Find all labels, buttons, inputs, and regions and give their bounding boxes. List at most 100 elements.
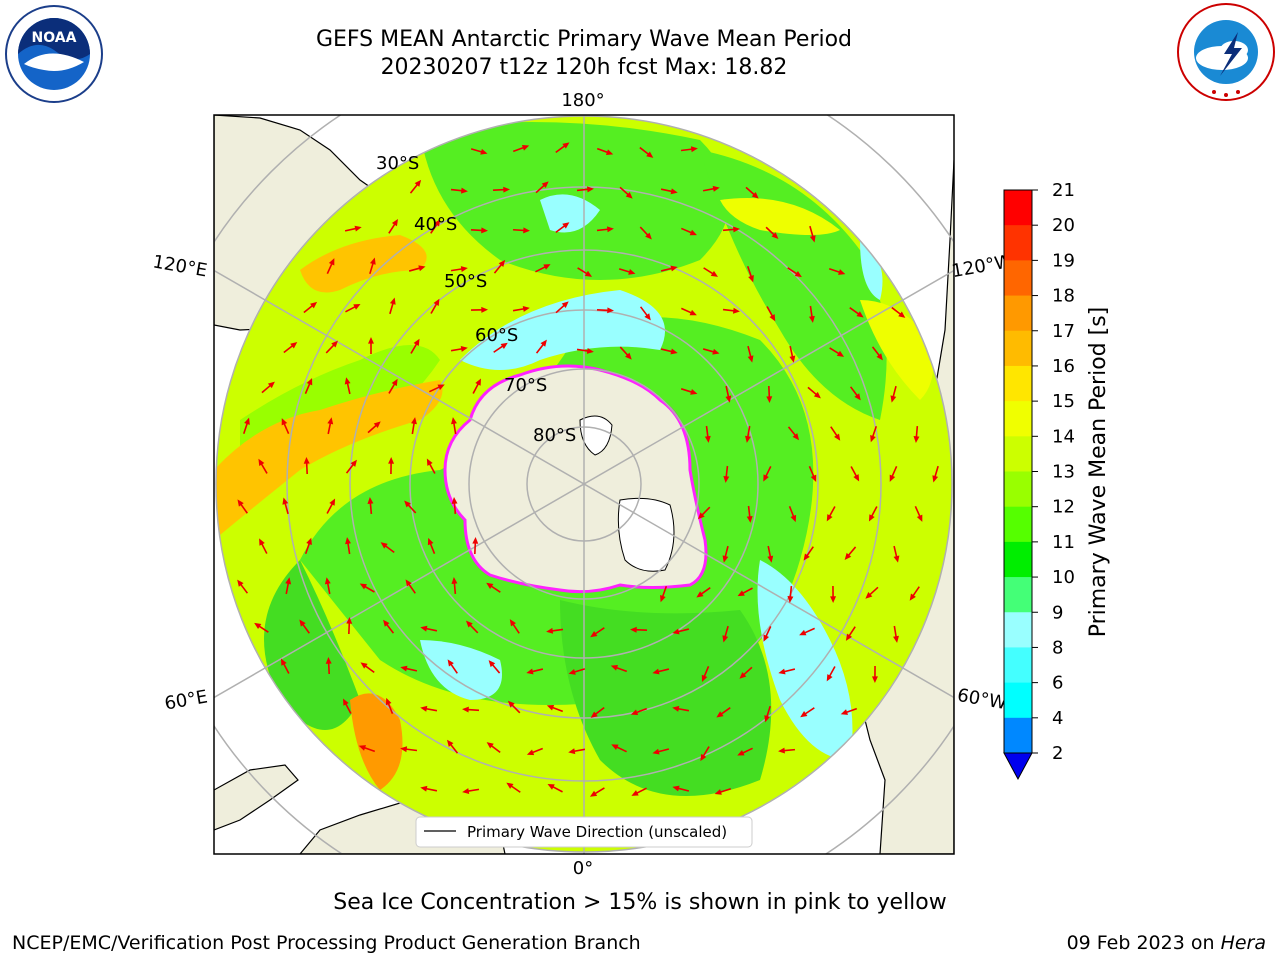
wave-direction-arrow [701, 665, 710, 683]
wave-direction-arrow [237, 579, 249, 594]
wave-direction-arrow [254, 622, 269, 633]
colorbar-tick-label: 8 [1052, 637, 1063, 658]
wave-direction-arrow [739, 666, 753, 679]
wave-direction-arrow [890, 385, 897, 403]
wave-direction-arrow [672, 705, 690, 712]
wave-direction-arrow [547, 783, 563, 793]
wave-direction-arrow [577, 267, 593, 277]
noaa-logo: NOAA [5, 5, 103, 103]
lat-label-60s: 60°S [475, 325, 518, 346]
wave-direction-arrow [590, 627, 605, 638]
wave-direction-arrow [639, 226, 652, 240]
wave-direction-arrow [849, 307, 864, 318]
wave-direction-arrow [535, 181, 549, 194]
lon-label-0: 0° [573, 858, 593, 879]
wave-direction-arrow [283, 342, 298, 354]
wave-direction-arrow [429, 384, 445, 393]
wave-direction-arrow [631, 787, 647, 796]
wave-direction-arrow [681, 227, 697, 236]
wave-direction-arrow [680, 146, 698, 153]
colorbar-band [1004, 471, 1032, 508]
wave-direction-arrow [725, 385, 732, 403]
wave-direction-arrow [344, 225, 362, 232]
map-frame [213, 114, 955, 855]
wave-direction-arrow [420, 785, 438, 792]
colorbar-band [1004, 260, 1032, 297]
wave-direction-arrow [828, 267, 846, 275]
wave-direction-arrow [672, 628, 690, 635]
colorbar-band [1004, 225, 1032, 261]
wave-direction-arrow [405, 579, 416, 594]
wave-direction-arrow [411, 417, 417, 435]
wave-direction-arrow [304, 378, 313, 394]
wave-direction-arrow [871, 665, 878, 683]
colorbar-tick-label: 21 [1052, 180, 1075, 201]
wave-direction-arrow [660, 265, 678, 272]
wave-direction-arrow [450, 345, 468, 352]
colorbar-tick-label: 20 [1052, 215, 1075, 236]
wave-direction-arrow [447, 659, 458, 674]
wave-direction-arrow [681, 307, 697, 316]
wave-direction-arrow [766, 306, 776, 322]
wave-direction-arrow [639, 306, 651, 321]
wave-direction-arrow [619, 186, 633, 199]
wave-direction-arrow [849, 386, 861, 401]
wave-direction-arrow [722, 625, 729, 643]
wave-direction-arrow [618, 268, 636, 275]
wave-direction-arrow [369, 257, 376, 275]
wave-direction-arrow [472, 378, 482, 394]
machine-name: Hera [1220, 932, 1266, 954]
wave-direction-arrow [509, 619, 520, 634]
wave-direction-arrow [344, 377, 351, 395]
wave-direction-arrow [304, 537, 312, 555]
wave-direction-arrow [404, 500, 417, 514]
wave-direction-arrow [763, 626, 772, 642]
wave-direction-arrow [451, 577, 458, 595]
wave-direction-arrow [660, 188, 678, 195]
wave-direction-arrow [799, 627, 815, 636]
wave-direction-arrow [388, 378, 398, 394]
wave-direction-arrow [850, 466, 860, 482]
wave-direction-arrow [826, 666, 836, 682]
colorbar-tick-label: 11 [1052, 532, 1075, 553]
wave-direction-arrow [420, 625, 438, 632]
lat-label-70s: 70°S [504, 375, 547, 396]
wave-direction-arrow [512, 227, 530, 234]
wave-direction-arrow [808, 466, 817, 482]
wave-direction-arrow [844, 546, 857, 560]
wave-direction-arrow [639, 146, 654, 158]
wave-direction-arrow [359, 583, 375, 593]
noaa-logo-text: NOAA [32, 30, 77, 46]
wave-direction-arrow [829, 347, 845, 357]
wave-direction-arrow [450, 266, 468, 272]
colorbar-tick-label: 10 [1052, 567, 1075, 588]
wave-direction-arrow [704, 425, 711, 443]
colorbar-tick-label: 19 [1052, 250, 1075, 271]
wave-direction-arrow [512, 306, 530, 312]
colorbar-band [1004, 717, 1032, 754]
wave-direction-arrow [868, 506, 878, 522]
wave-direction-arrow [914, 506, 923, 522]
lon-label-60w: 60°W [956, 685, 1009, 714]
colorbar-band [1004, 330, 1032, 367]
title-line-1: GEFS MEAN Antarctic Primary Wave Mean Pe… [315, 27, 853, 52]
colorbar-band [1004, 295, 1032, 332]
wave-direction-arrow [652, 748, 670, 755]
wave-direction-arrow [746, 505, 753, 523]
wave-direction-arrow [368, 337, 374, 355]
colorbar-band [1004, 612, 1032, 648]
wave-direction-arrow [526, 668, 544, 675]
wave-direction-arrow [697, 506, 711, 520]
wave-direction-arrow [388, 219, 399, 234]
wave-direction-arrow [891, 306, 906, 318]
wave-direction-arrow [787, 426, 800, 441]
wave-direction-arrow [722, 545, 729, 563]
wave-direction-arrow [512, 145, 530, 153]
colorbar-band [1004, 577, 1032, 613]
wave-direction-arrow [870, 425, 878, 443]
wave-direction-arrow [383, 619, 395, 634]
wave-direction-arrow [765, 226, 779, 239]
colorbar-band [1004, 647, 1032, 684]
wave-direction-arrow [826, 506, 836, 522]
wave-direction-arrow [367, 497, 374, 515]
